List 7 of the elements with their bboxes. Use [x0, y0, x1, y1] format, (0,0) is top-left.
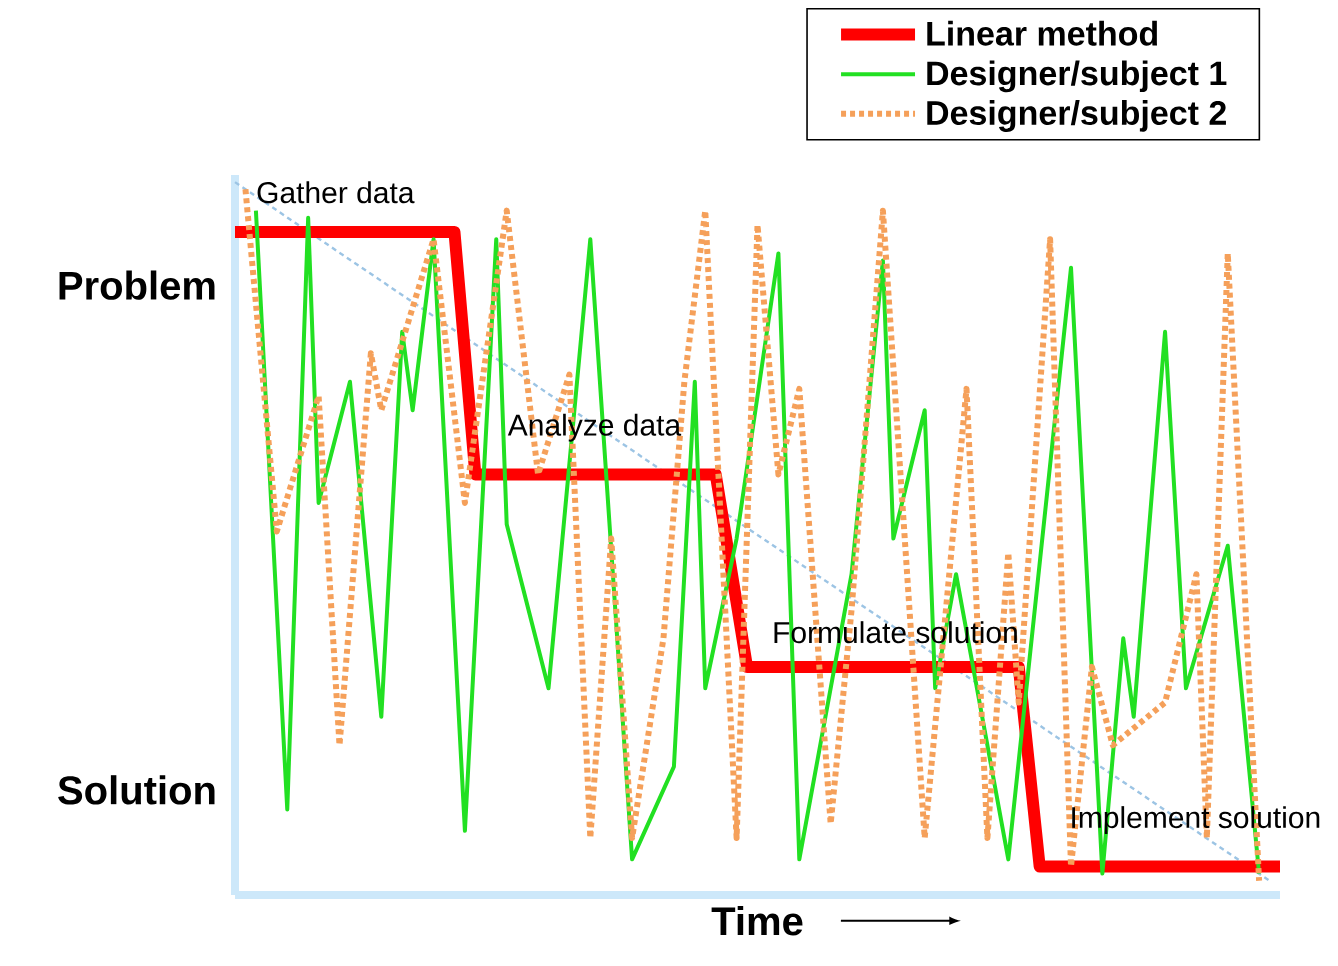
- legend-label: Linear method: [927, 20, 1158, 46]
- text: Solution: [58, 775, 215, 805]
- legend-label: Designer/subject 2: [927, 100, 1226, 132]
- legend-label: Designer/subject 1: [927, 60, 1227, 93]
- text: Problem: [59, 270, 215, 300]
- x-axis-title: Time: [711, 906, 803, 936]
- annotation: Gather data: [257, 181, 415, 204]
